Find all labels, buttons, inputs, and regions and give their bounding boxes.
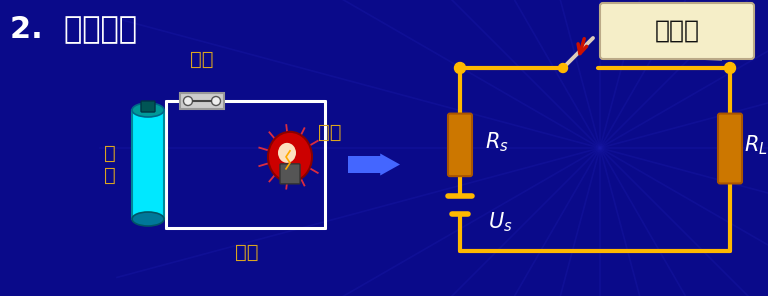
Ellipse shape <box>132 212 164 226</box>
Text: 灯泡: 灯泡 <box>318 123 342 142</box>
Ellipse shape <box>268 132 312 182</box>
FancyBboxPatch shape <box>141 101 155 112</box>
Circle shape <box>211 96 220 105</box>
Text: $R_s$: $R_s$ <box>485 130 509 154</box>
FancyBboxPatch shape <box>180 93 224 109</box>
FancyBboxPatch shape <box>600 3 754 59</box>
Text: 电路图: 电路图 <box>654 19 700 43</box>
Text: 导线: 导线 <box>235 242 258 261</box>
Text: 2.  电路模型: 2. 电路模型 <box>10 14 137 43</box>
Bar <box>348 156 382 173</box>
FancyBboxPatch shape <box>280 164 300 184</box>
Ellipse shape <box>132 103 164 117</box>
Text: 开关: 开关 <box>190 50 214 69</box>
FancyBboxPatch shape <box>448 114 472 176</box>
FancyBboxPatch shape <box>718 114 742 184</box>
Circle shape <box>724 62 736 73</box>
Text: 电
池: 电 池 <box>104 144 116 185</box>
Circle shape <box>558 64 568 73</box>
Circle shape <box>455 62 465 73</box>
Text: $R_L$: $R_L$ <box>744 134 768 157</box>
Bar <box>132 110 164 219</box>
Text: $U_s$: $U_s$ <box>488 210 512 234</box>
Polygon shape <box>380 154 400 176</box>
Circle shape <box>184 96 193 105</box>
Ellipse shape <box>278 143 296 163</box>
Polygon shape <box>623 56 722 60</box>
